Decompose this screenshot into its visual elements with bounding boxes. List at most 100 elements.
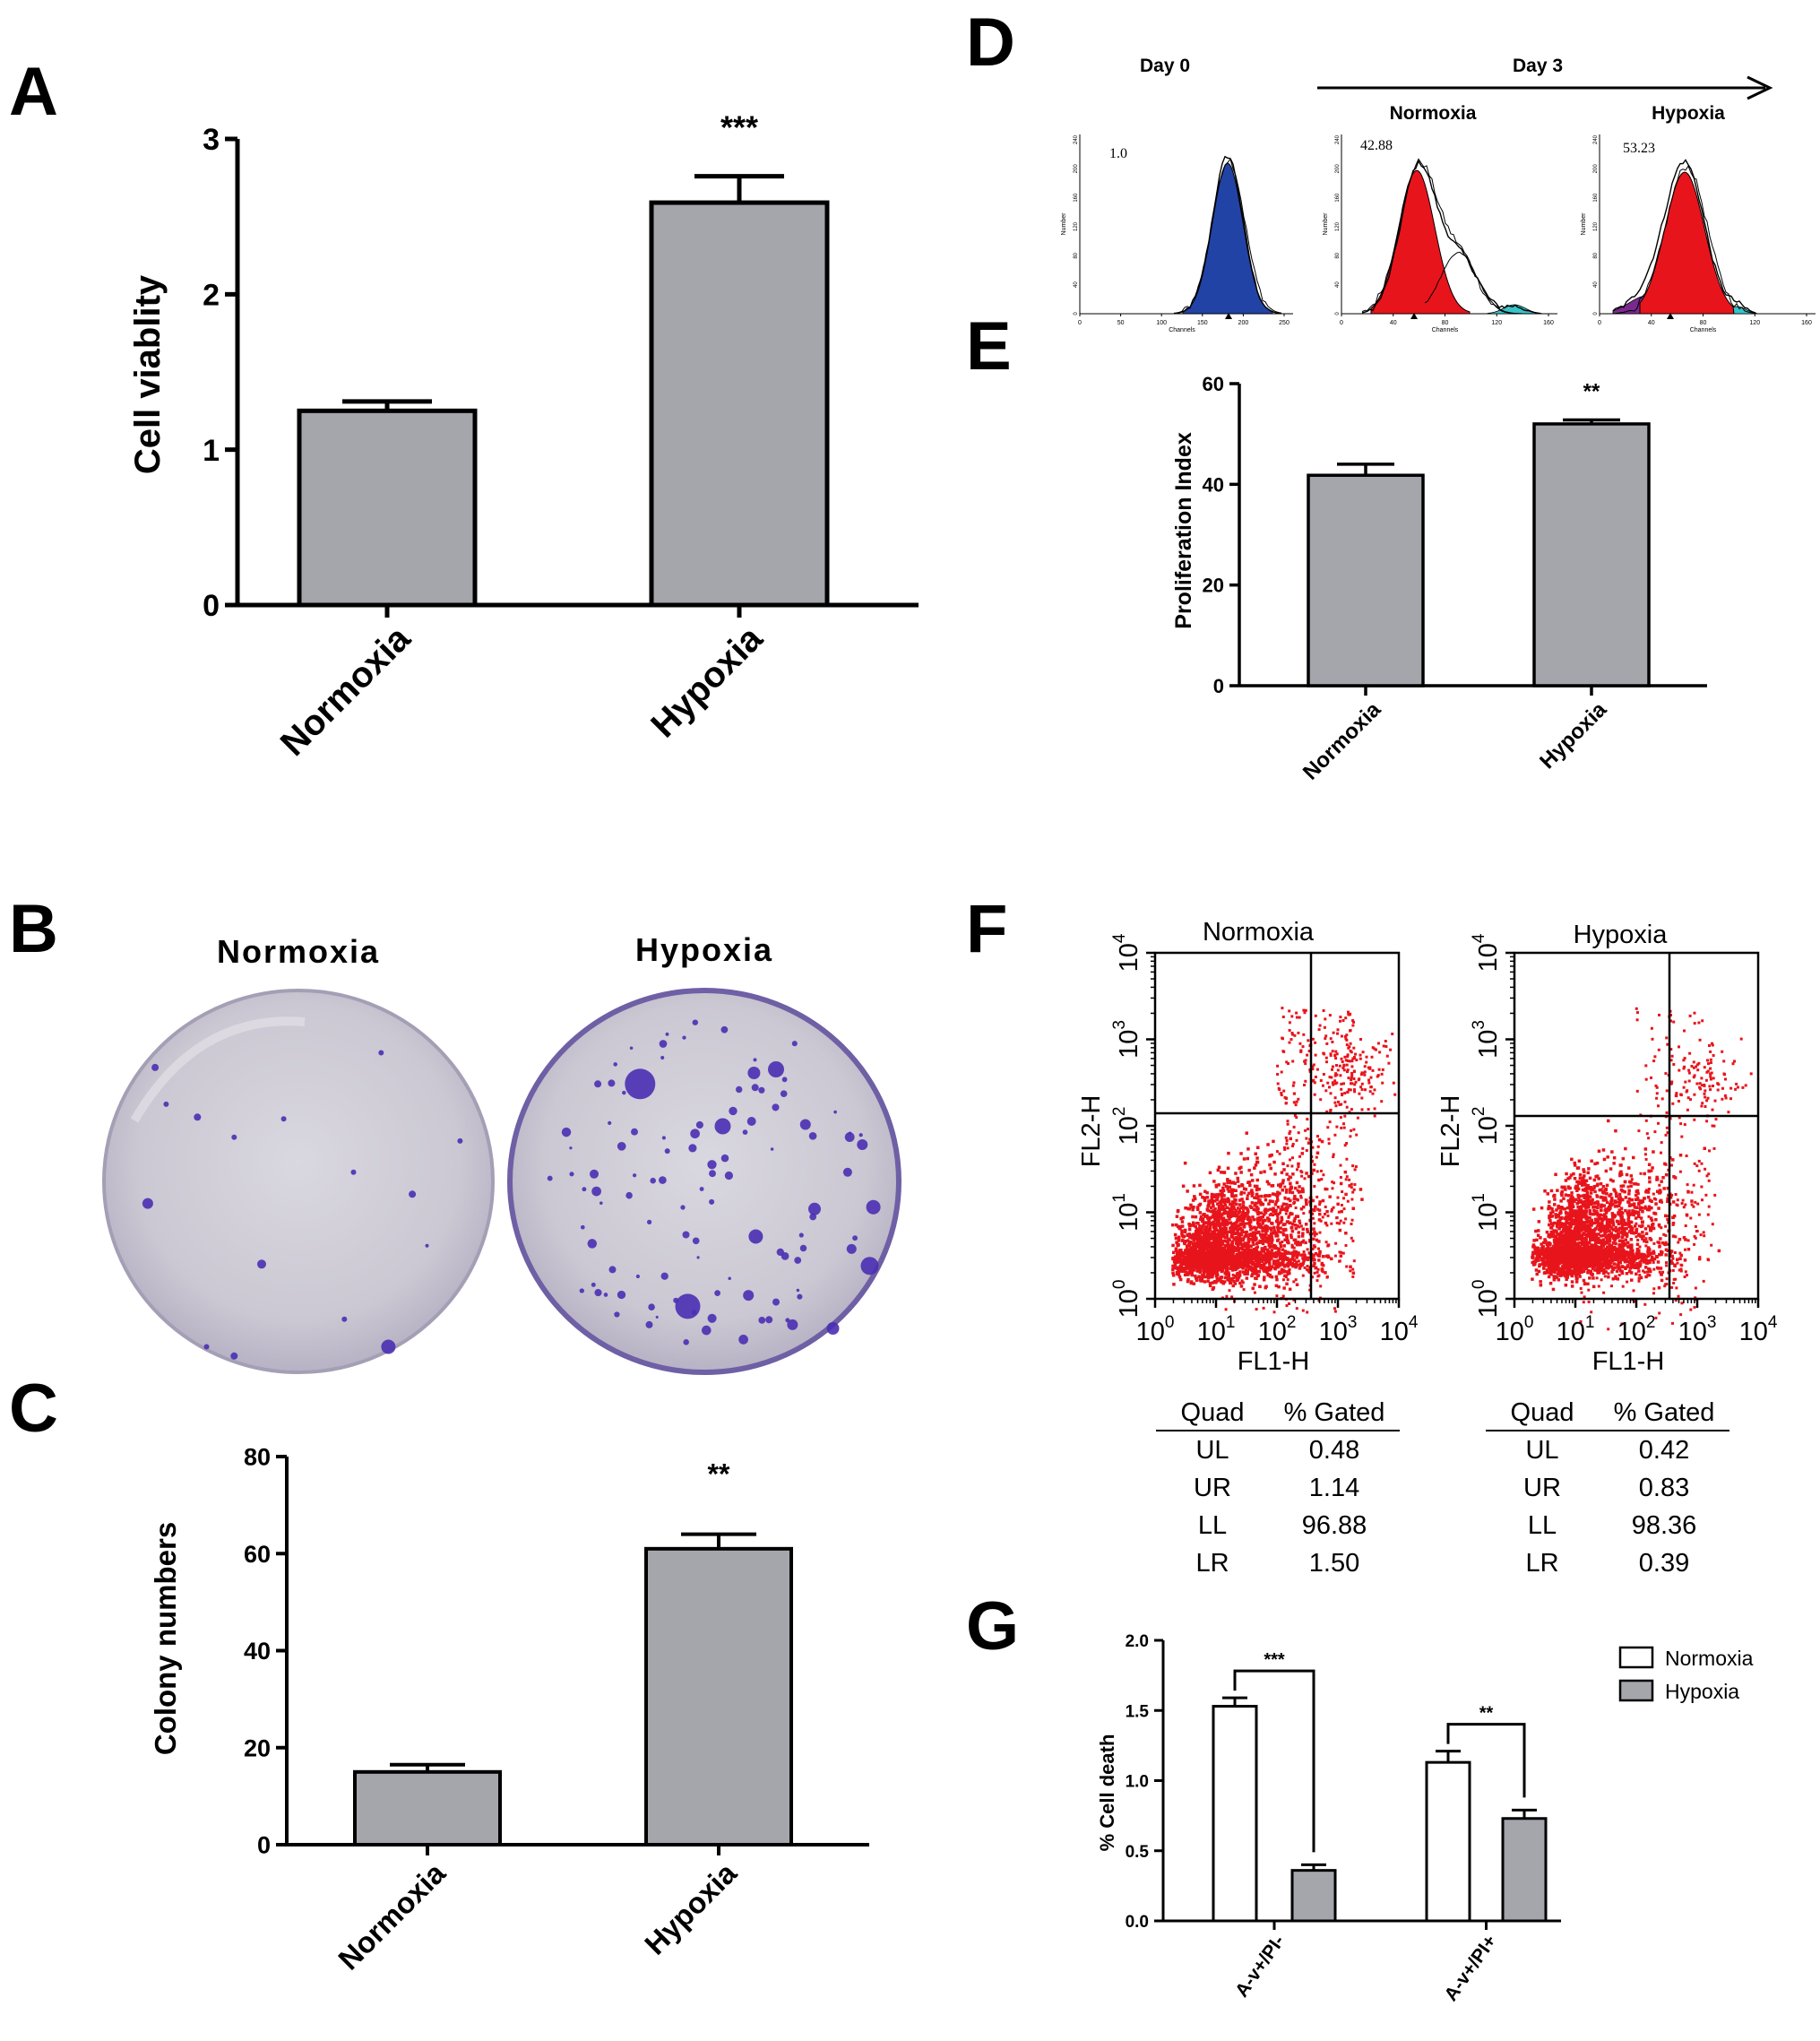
scatter-point	[1264, 1258, 1269, 1262]
scatter-point	[1193, 1197, 1197, 1201]
scatter-point	[1611, 1223, 1616, 1227]
scatter-point	[1252, 1207, 1255, 1211]
scatter-point	[1376, 1042, 1380, 1045]
colony-dot	[257, 1259, 266, 1269]
scatter-point	[1271, 1207, 1275, 1212]
scatter-point	[1262, 1232, 1265, 1237]
scatter-point	[1350, 1076, 1353, 1079]
scatter-point	[1198, 1224, 1202, 1228]
scatter-x-tick-label: 103	[1319, 1313, 1358, 1346]
scatter-point	[1203, 1280, 1207, 1284]
scatter-point	[1212, 1262, 1217, 1266]
scatter-point	[1253, 1256, 1256, 1260]
scatter-point	[1298, 1042, 1302, 1045]
scatter-point	[1279, 1226, 1282, 1230]
scatter-point	[1278, 1221, 1281, 1224]
colony-dot	[580, 1224, 585, 1230]
colony-dot	[796, 1288, 800, 1293]
scatter-point	[1345, 1157, 1349, 1161]
colony-dot	[661, 1136, 666, 1140]
scatter-point	[1268, 1163, 1272, 1167]
scatter-point	[1330, 1257, 1333, 1261]
scatter-point	[1256, 1216, 1260, 1220]
scatter-point	[1625, 1234, 1629, 1238]
scatter-point	[1234, 1264, 1238, 1268]
scatter-point	[1193, 1195, 1196, 1198]
scatter-point	[1219, 1249, 1222, 1252]
scatter-point	[1607, 1119, 1610, 1123]
scatter-point	[1199, 1235, 1203, 1240]
scatter-point	[1294, 1198, 1298, 1201]
scatter-point	[1208, 1216, 1212, 1221]
scatter-point	[1255, 1277, 1258, 1281]
scatter-point	[1657, 1191, 1661, 1195]
scatter-point	[1190, 1205, 1194, 1209]
bar	[1532, 422, 1651, 688]
scatter-point	[1350, 1129, 1353, 1132]
scatter-point	[1284, 1228, 1288, 1232]
scatter-point	[1207, 1220, 1212, 1224]
scatter-point	[1275, 1277, 1279, 1282]
scatter-point	[1213, 1237, 1217, 1241]
scatter-point	[1302, 1239, 1306, 1242]
scatter-point	[1194, 1245, 1198, 1250]
scatter-point	[1299, 1170, 1303, 1173]
scatter-point	[1219, 1253, 1222, 1257]
scatter-point	[1540, 1242, 1543, 1246]
scatter-point	[1359, 1073, 1363, 1077]
scatter-point	[1324, 1221, 1328, 1225]
scatter-point	[1186, 1233, 1190, 1237]
scatter-point	[1381, 1081, 1384, 1085]
scatter-point	[1359, 1085, 1363, 1089]
scatter-point	[1222, 1182, 1226, 1186]
scatter-point	[1331, 1050, 1334, 1053]
scatter-point	[1303, 1266, 1307, 1269]
scatter-point	[1230, 1240, 1235, 1244]
scatter-point	[1263, 1170, 1266, 1173]
scatter-point	[1199, 1228, 1203, 1232]
scatter-point	[1259, 1233, 1263, 1237]
scatter-point	[1206, 1258, 1211, 1261]
scatter-point	[1325, 1042, 1329, 1045]
scatter-point	[1218, 1193, 1221, 1197]
colony-dot	[857, 1139, 868, 1150]
scatter-point	[1292, 1198, 1297, 1201]
scatter-point	[1217, 1247, 1221, 1250]
scatter-x-tick-label: 100	[1136, 1313, 1175, 1346]
scatter-point	[1313, 1081, 1316, 1085]
scatter-point	[1614, 1275, 1617, 1278]
scatter-point	[1177, 1260, 1180, 1264]
scatter-point	[1340, 1209, 1343, 1214]
scatter-point	[1590, 1159, 1593, 1163]
scatter-point	[1328, 1120, 1332, 1124]
histogram-xlabel: Channels	[1432, 327, 1459, 333]
scatter-point	[1293, 1194, 1297, 1198]
scatter-point	[1351, 1239, 1355, 1242]
scatter-point	[1298, 1264, 1303, 1268]
scatter-point	[1203, 1261, 1207, 1265]
scatter-point	[1295, 1100, 1298, 1103]
scatter-point	[1643, 1147, 1648, 1151]
scatter-point	[1230, 1295, 1234, 1299]
scatter-point	[1305, 1149, 1308, 1152]
scatter-point	[1332, 1153, 1335, 1156]
scatter-point	[1227, 1151, 1230, 1155]
scatter-point	[1234, 1194, 1238, 1198]
scatter-point	[1580, 1179, 1584, 1183]
scatter-point	[1189, 1203, 1193, 1207]
scatter-point	[1629, 1184, 1633, 1189]
histogram-marker	[1410, 313, 1418, 319]
scatter-point	[1182, 1234, 1186, 1239]
scatter-point	[1250, 1274, 1254, 1278]
scatter-point	[1285, 1172, 1289, 1176]
scatter-point	[1243, 1251, 1247, 1255]
scatter-point	[1371, 1092, 1375, 1095]
scatter-point	[1281, 1268, 1286, 1273]
scatter-point	[1223, 1263, 1228, 1267]
scatter-point	[1281, 1179, 1285, 1182]
scatter-point	[1174, 1247, 1178, 1250]
scatter-point	[1640, 1252, 1643, 1257]
scatter-point	[1351, 1206, 1355, 1210]
scatter-point	[1281, 1205, 1284, 1208]
scatter-point	[1255, 1261, 1259, 1265]
